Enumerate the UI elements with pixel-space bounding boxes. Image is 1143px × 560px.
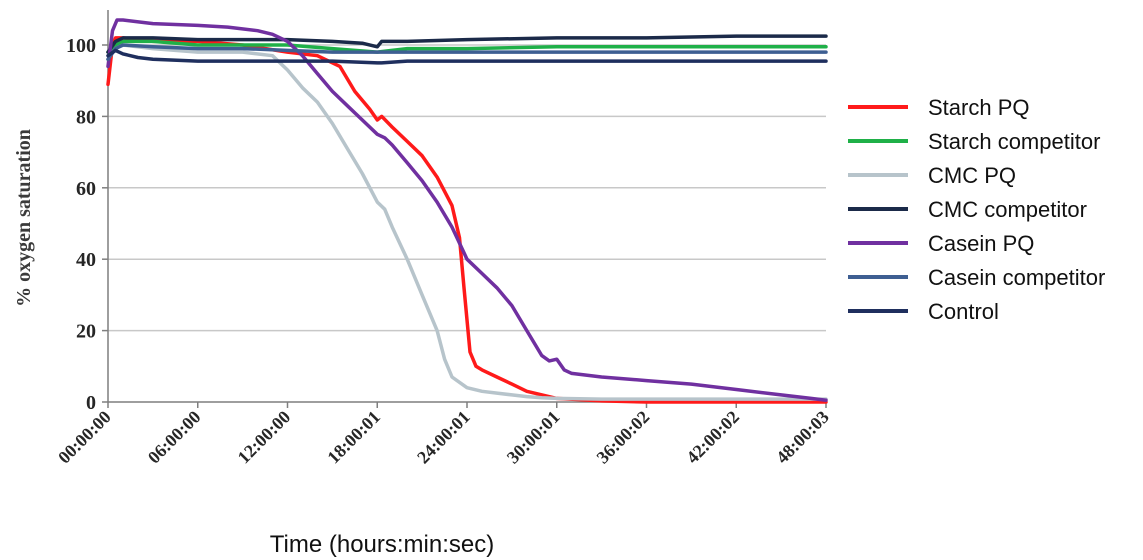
x-tick-label: 12:00:00 xyxy=(234,407,295,468)
x-tick-label: 42:00:02 xyxy=(682,407,743,468)
x-tick-labels: 00:00:00 06:00:00 12:00:00 18:00:01 24:00:01… xyxy=(54,407,833,468)
x-tick-label: 00:00:00 xyxy=(54,407,115,468)
y-tick-label: 20 xyxy=(76,321,96,343)
x-tick-label: 30:00:01 xyxy=(503,407,564,468)
y-tick-label: 0 xyxy=(86,392,96,414)
x-tick-label: 48:00:03 xyxy=(772,407,833,468)
series-lines xyxy=(106,18,828,404)
x-axis-label: Time (hours:min:sec) xyxy=(270,531,494,558)
y-tick-labels: 0 20 40 60 80 100 xyxy=(66,35,96,414)
series-line-cmc-competitor xyxy=(106,34,828,54)
legend: Starch PQ Starch competitor CMC PQ CMC comp… xyxy=(848,95,1105,324)
legend-label: CMC competitor xyxy=(928,197,1087,222)
series-line-casein-competitor xyxy=(106,43,828,62)
y-tick-label: 100 xyxy=(66,35,96,57)
x-tick-label: 06:00:00 xyxy=(144,407,205,468)
series-line-control xyxy=(106,48,828,65)
legend-label: Casein PQ xyxy=(928,231,1034,256)
legend-label: Starch PQ xyxy=(928,95,1029,120)
axes xyxy=(102,10,827,408)
legend-label: CMC PQ xyxy=(928,163,1016,188)
series-line-cmc-pq xyxy=(106,43,828,401)
y-tick-label: 60 xyxy=(76,178,96,200)
y-tick-label: 40 xyxy=(76,249,96,271)
legend-label: Control xyxy=(928,299,999,324)
x-tick-label: 24:00:01 xyxy=(413,407,474,468)
series-line-casein-pq xyxy=(106,18,828,402)
grid xyxy=(108,44,826,332)
x-tick-label: 36:00:02 xyxy=(593,407,654,468)
legend-label: Casein competitor xyxy=(928,265,1105,290)
legend-label: Starch competitor xyxy=(928,129,1100,154)
series-line-starch-pq xyxy=(106,36,828,404)
x-tick-label: 18:00:01 xyxy=(323,407,384,468)
y-tick-label: 80 xyxy=(76,106,96,128)
series-line-starch-competitor xyxy=(106,39,828,54)
y-axis-label: % oxygen saturation xyxy=(13,129,35,307)
